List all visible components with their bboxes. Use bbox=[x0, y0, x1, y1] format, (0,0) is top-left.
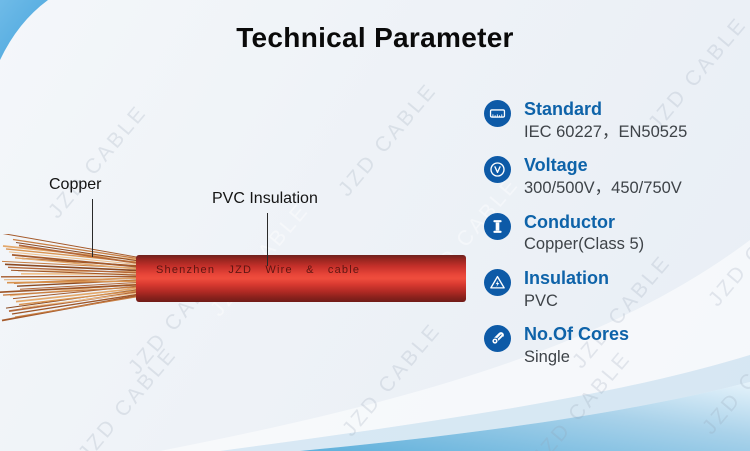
copper-strands bbox=[0, 234, 142, 322]
cable-print-text: Shenzhen JZD Wire & cable bbox=[156, 264, 361, 276]
insulation-triangle-icon bbox=[484, 268, 511, 296]
copper-label: Copper bbox=[49, 176, 102, 193]
pvc-leader-line bbox=[267, 213, 268, 266]
spec-label: Voltage bbox=[524, 155, 588, 176]
conductor-spool-icon bbox=[484, 212, 511, 240]
spec-list: Standard IEC 60227，EN50525 Voltage 300/500V… bbox=[484, 99, 746, 381]
white-sweep bbox=[160, 240, 750, 451]
light-blue-band bbox=[220, 355, 750, 451]
spec-value: Single bbox=[524, 347, 570, 366]
spec-item: Insulation PVC bbox=[484, 268, 746, 311]
spec-item: Standard IEC 60227，EN50525 bbox=[484, 99, 746, 142]
cable-body: Shenzhen JZD Wire & cable bbox=[136, 255, 466, 302]
spec-value: Copper(Class 5) bbox=[524, 235, 645, 254]
ruler-icon bbox=[484, 100, 511, 127]
voltage-icon bbox=[484, 156, 511, 184]
corner-triangle bbox=[0, 0, 48, 60]
spec-value: PVC bbox=[524, 291, 558, 310]
spec-label: Standard bbox=[524, 99, 603, 119]
cores-cable-icon bbox=[484, 325, 511, 353]
spec-label: No.Of Cores bbox=[524, 324, 630, 345]
spec-value: 300/500V，450/750V bbox=[524, 179, 682, 197]
spec-label: Conductor bbox=[524, 211, 615, 232]
copper-leader-line bbox=[92, 199, 93, 257]
bottom-blue-band bbox=[300, 382, 750, 451]
spec-item: Conductor Copper(Class 5) bbox=[484, 212, 746, 255]
spec-value: IEC 60227，EN50525 bbox=[524, 122, 688, 141]
page-title: Technical Parameter bbox=[236, 22, 514, 53]
pvc-insulation-label: PVC Insulation bbox=[212, 190, 318, 207]
spec-item: Voltage 300/500V，450/750V bbox=[484, 155, 746, 198]
spec-label: Insulation bbox=[524, 267, 609, 288]
spec-item: No.Of Cores Single bbox=[484, 324, 746, 367]
